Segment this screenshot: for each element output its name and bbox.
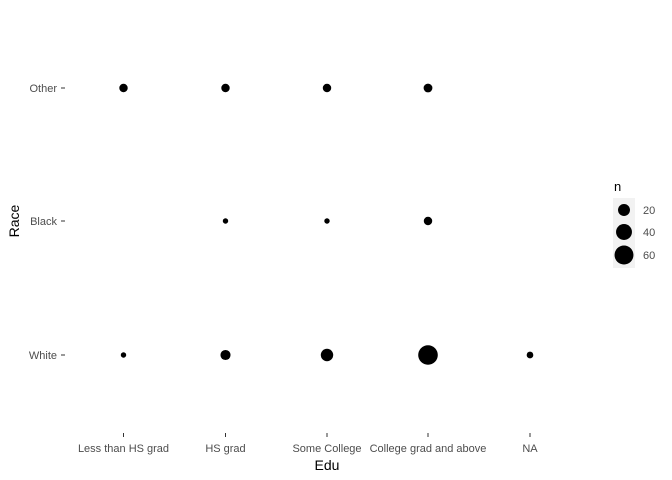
plot-area (119, 83, 534, 365)
legend-label: 40 (643, 227, 655, 239)
data-point (120, 352, 127, 358)
legend-label: 20 (643, 205, 655, 217)
legend-label: 60 (643, 250, 655, 262)
x-tick-label: HS grad (205, 443, 245, 455)
data-point (423, 216, 433, 226)
legend-title: n (614, 179, 621, 194)
legend-key (616, 224, 632, 240)
legend-key (618, 204, 630, 216)
y-axis: White Black Other (29, 83, 65, 362)
y-tick-label: White (29, 350, 57, 362)
size-legend: n 20 40 60 (613, 179, 655, 268)
x-tick-label: Less than HS grad (78, 443, 169, 455)
y-tick-label: Other (29, 83, 57, 95)
y-axis-title: Race (6, 204, 22, 237)
y-tick-label: Black (30, 216, 57, 228)
data-point (119, 83, 128, 93)
data-point (221, 83, 230, 93)
x-axis-title: Edu (315, 457, 340, 473)
data-point (222, 218, 229, 224)
data-point (320, 348, 334, 362)
data-point (322, 83, 332, 93)
x-tick-label: Some College (292, 443, 361, 455)
data-point (423, 83, 433, 93)
data-point (220, 349, 231, 361)
x-tick-label: College grad and above (370, 443, 487, 455)
data-point (526, 351, 534, 359)
x-axis: Less than HS grad HS grad Some College Coll… (78, 433, 538, 455)
x-tick-label: NA (522, 443, 538, 455)
data-point (324, 218, 330, 224)
legend-key (614, 245, 634, 265)
data-point (418, 345, 438, 365)
